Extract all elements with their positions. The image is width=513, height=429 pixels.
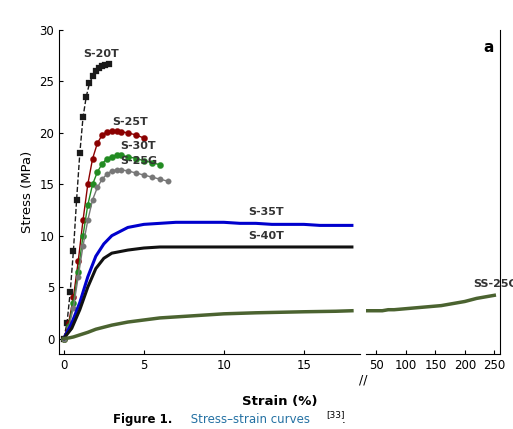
Text: S-25G: S-25G bbox=[120, 156, 157, 166]
Text: Stress–strain curves: Stress–strain curves bbox=[187, 413, 314, 426]
Text: .: . bbox=[342, 413, 346, 426]
Text: S-40T: S-40T bbox=[248, 231, 284, 241]
Text: S-30T: S-30T bbox=[120, 142, 155, 151]
Text: [33]: [33] bbox=[326, 411, 345, 420]
Y-axis label: Stress (MPa): Stress (MPa) bbox=[21, 151, 34, 233]
Text: S-25T: S-25T bbox=[112, 117, 148, 127]
Text: Figure 1.: Figure 1. bbox=[113, 413, 172, 426]
Text: Strain (%): Strain (%) bbox=[242, 395, 318, 408]
Text: //: // bbox=[359, 373, 367, 386]
Text: a: a bbox=[483, 40, 494, 55]
Text: S-35T: S-35T bbox=[248, 207, 284, 217]
Text: SS-25G: SS-25G bbox=[473, 279, 513, 289]
Text: S-20T: S-20T bbox=[83, 49, 119, 59]
